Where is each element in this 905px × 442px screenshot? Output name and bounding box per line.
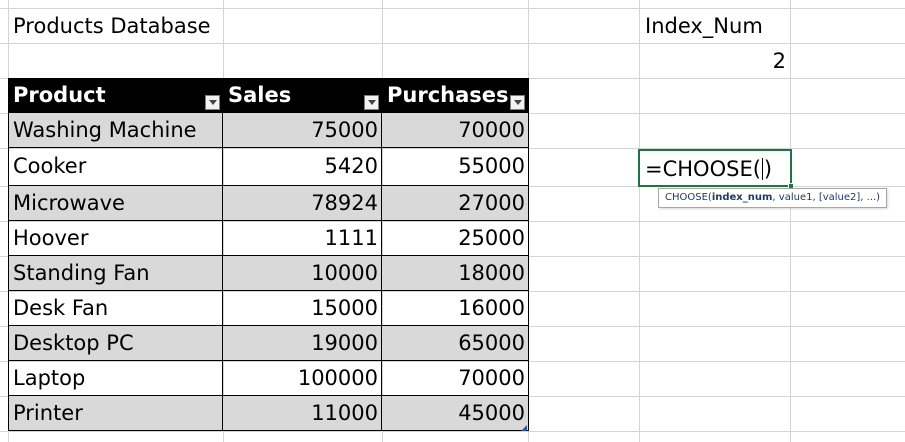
gridline-row [0,291,905,292]
purchases-cell[interactable]: 18000 [382,256,529,290]
header-purchases[interactable]: Purchases [387,83,509,107]
filter-dropdown-icon[interactable] [364,95,379,110]
tooltip-rest-args: , value1, [value2], ...) [772,192,881,203]
sales-cell[interactable]: 100000 [223,361,382,395]
table-row: Microwave 78924 27000 [8,186,529,221]
tooltip-current-arg[interactable]: index_num [711,192,773,203]
table-row: Washing Machine 75000 70000 [8,113,529,148]
product-cell[interactable]: Standing Fan [8,256,223,290]
table-row: Laptop 100000 70000 [8,361,529,396]
sales-cell[interactable]: 11000 [223,396,382,430]
product-cell[interactable]: Washing Machine [8,113,223,147]
sales-cell[interactable]: 19000 [223,326,382,360]
table-row: Standing Fan 10000 18000 [8,256,529,291]
product-cell[interactable]: Hoover [8,221,223,255]
sales-cell[interactable]: 75000 [223,113,382,147]
product-cell[interactable]: Printer [8,396,223,430]
table-header: Product Sales Purchases [8,78,529,113]
gridline-row [0,361,905,362]
purchases-cell[interactable]: 16000 [458,296,525,320]
purchases-cell[interactable]: 55000 [458,154,525,178]
header-product[interactable]: Product [13,83,106,107]
product-cell[interactable]: Cooker [8,148,223,185]
purchases-cell[interactable]: 25000 [458,226,525,250]
table-row: Hoover 1111 25000 [8,221,529,256]
index-value-cell[interactable]: 2 [772,49,786,73]
filter-dropdown-icon[interactable] [205,95,220,110]
product-cell[interactable]: Desk Fan [8,291,223,325]
header-sales[interactable]: Sales [228,83,292,107]
gridline-row [0,431,905,432]
gridline-row [0,8,905,9]
gridline-row [0,148,905,149]
sales-cell[interactable]: 1111 [223,221,382,255]
table-border-right [528,113,529,431]
table-row: Cooker 5420 55000 [8,148,529,186]
tooltip-function-name: CHOOSE( [665,192,712,203]
formula-after-caret: ) [763,157,773,181]
product-cell[interactable]: Microwave [8,186,223,220]
index-label-cell[interactable]: Index_Num [645,14,763,38]
purchases-cell[interactable]: 45000 [382,396,529,430]
purchases-cell[interactable]: 27000 [382,186,529,220]
formula-text: =CHOOSE() [645,158,772,180]
purchases-cell[interactable]: 70000 [382,113,529,147]
sales-cell[interactable]: 15000 [223,291,382,325]
product-cell[interactable]: Desktop PC [8,326,223,360]
gridline-row [0,43,905,44]
table-row: Desktop PC 19000 65000 [8,326,529,361]
gridline-row [0,221,905,222]
product-cell[interactable]: Laptop [8,361,223,395]
active-cell-editor[interactable]: =CHOOSE() [638,149,794,189]
filter-dropdown-icon[interactable] [510,95,525,110]
purchases-cell[interactable]: 65000 [382,326,529,360]
table-resize-handle-icon[interactable] [521,425,527,431]
text-caret [761,158,763,180]
sales-cell[interactable]: 5420 [223,148,382,185]
function-args-tooltip[interactable]: CHOOSE(index_num, value1, [value2], ...) [658,188,888,208]
table-border-left [8,113,9,431]
table-row: Printer 11000 45000 [8,396,529,431]
formula-before-caret: =CHOOSE( [645,157,761,181]
purchases-cell[interactable]: 70000 [458,366,525,390]
sheet-title-cell[interactable]: Products Database [13,14,211,38]
sales-cell[interactable]: 78924 [223,186,382,220]
table-row: Desk Fan 15000 16000 [8,291,529,326]
sales-cell[interactable]: 10000 [223,256,382,290]
